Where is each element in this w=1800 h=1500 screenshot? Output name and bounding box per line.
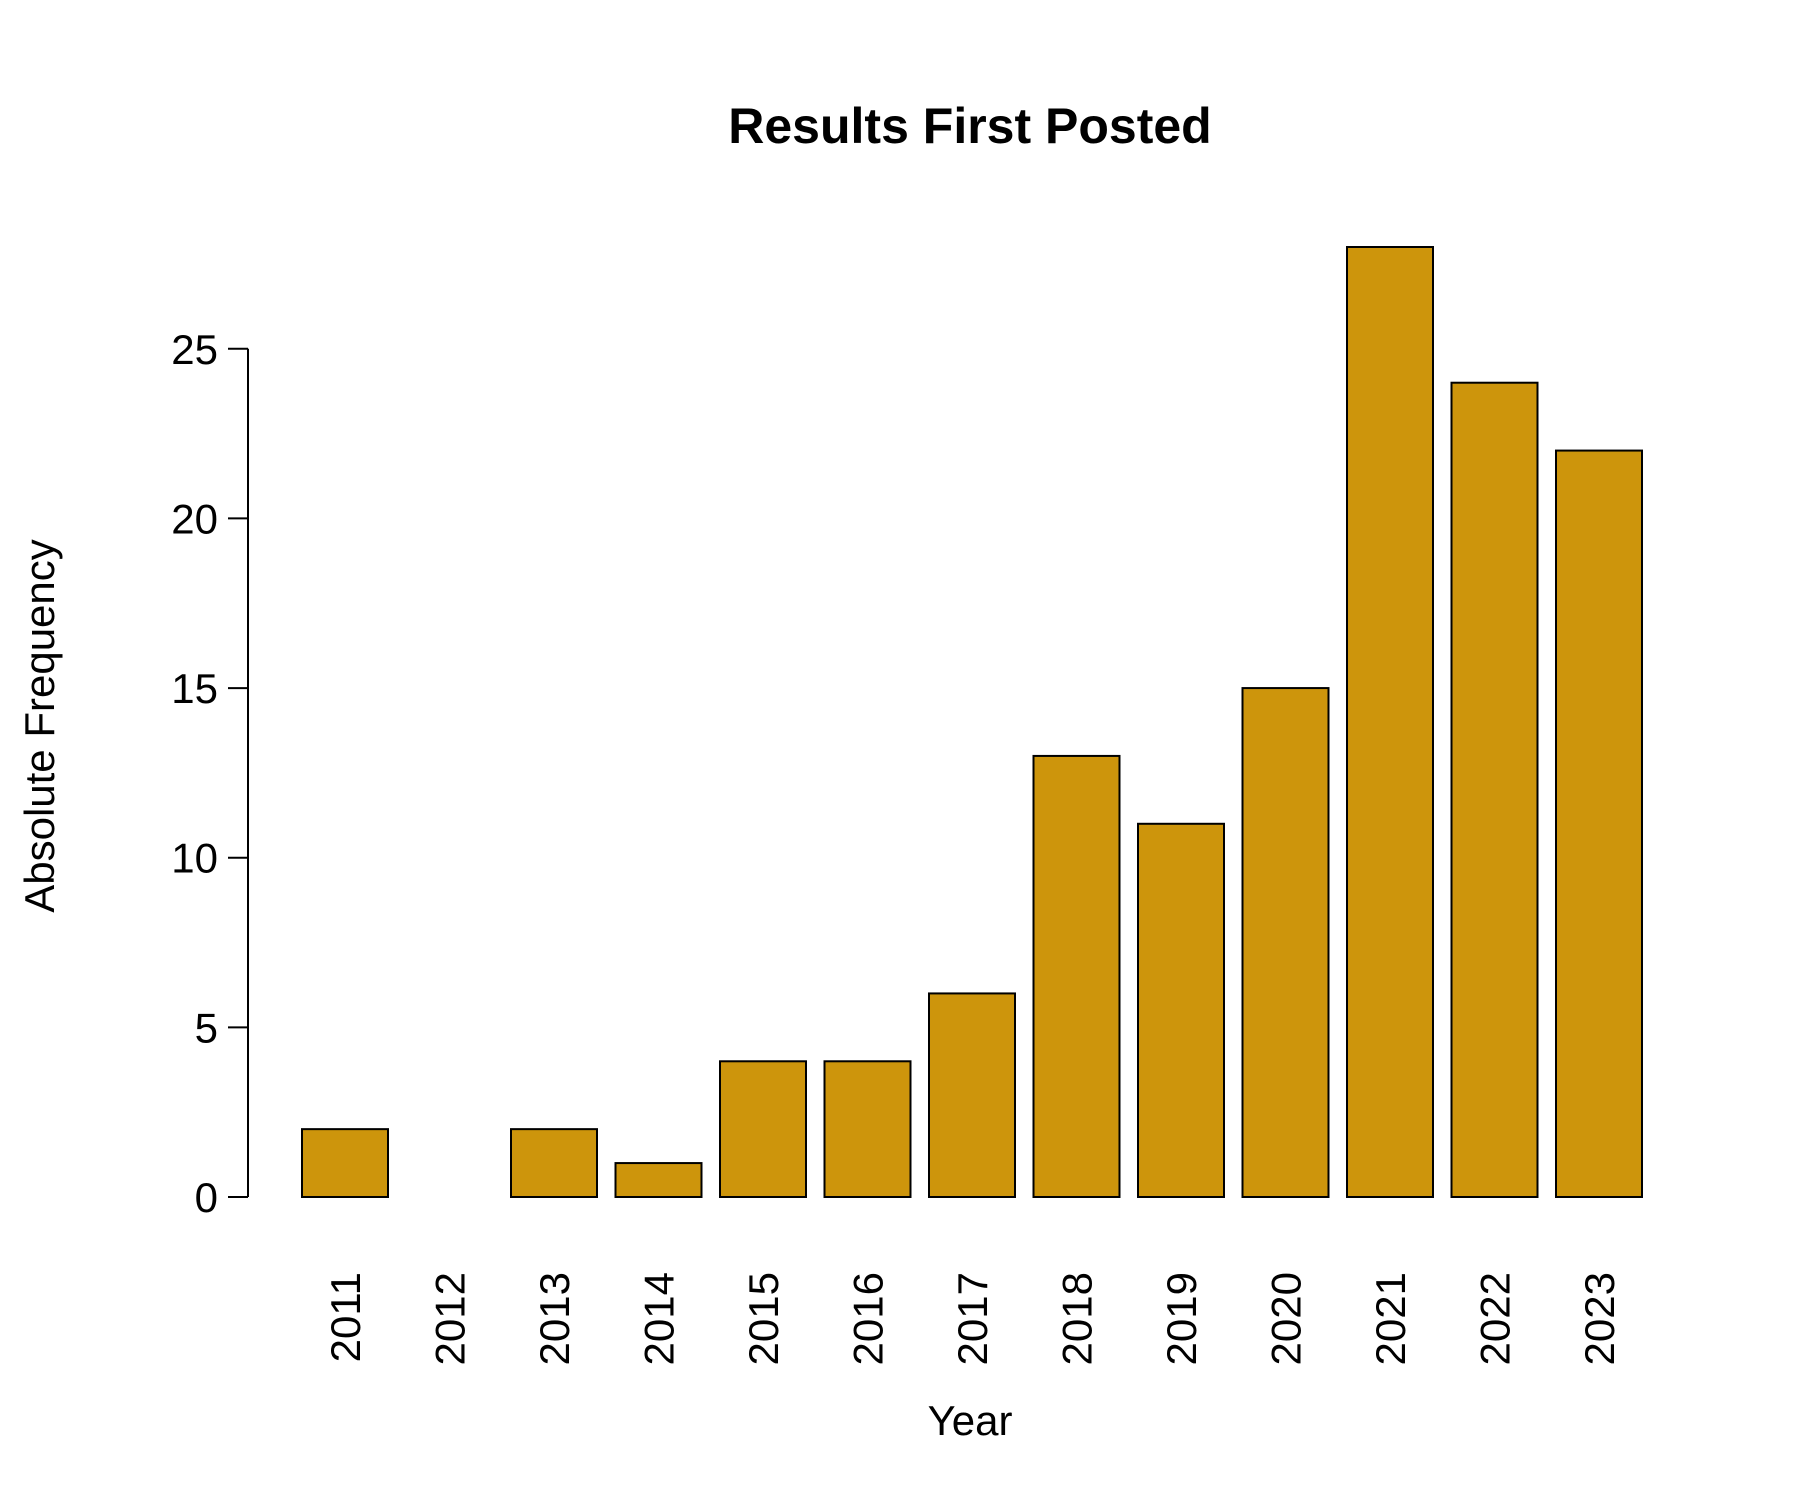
bar bbox=[1241, 687, 1330, 1198]
bar bbox=[614, 1162, 703, 1198]
bar bbox=[928, 992, 1016, 1199]
bar bbox=[1032, 754, 1121, 1199]
x-tick-label: 2013 bbox=[531, 1272, 578, 1365]
y-tick-label: 5 bbox=[195, 1004, 218, 1051]
x-tick-label: 2015 bbox=[740, 1272, 787, 1365]
y-tick-label: 0 bbox=[195, 1174, 218, 1221]
y-axis-label: Absolute Frequency bbox=[16, 539, 63, 913]
x-tick-label: 2012 bbox=[427, 1272, 474, 1365]
bar bbox=[510, 1128, 598, 1198]
y-tick-label: 25 bbox=[171, 326, 218, 373]
x-tick-label: 2016 bbox=[845, 1272, 892, 1365]
chart-title: Results First Posted bbox=[728, 98, 1211, 154]
x-tick-label: 2020 bbox=[1263, 1272, 1310, 1365]
x-tick-label: 2011 bbox=[322, 1272, 369, 1362]
x-tick-label: 2023 bbox=[1576, 1272, 1623, 1365]
y-tick-label: 20 bbox=[171, 495, 218, 542]
x-tick-label: 2022 bbox=[1472, 1272, 1519, 1365]
bar bbox=[719, 1060, 807, 1199]
bar bbox=[1346, 246, 1434, 1198]
x-tick-label: 2014 bbox=[636, 1272, 683, 1365]
y-tick-label: 15 bbox=[171, 665, 218, 712]
y-tick-label: 10 bbox=[171, 835, 218, 882]
bar bbox=[1555, 449, 1643, 1199]
bar bbox=[823, 1060, 912, 1199]
bar bbox=[301, 1128, 389, 1198]
x-tick-label: 2019 bbox=[1158, 1272, 1205, 1365]
bar bbox=[1450, 381, 1539, 1198]
x-tick-label: 2017 bbox=[949, 1272, 996, 1365]
x-tick-label: 2018 bbox=[1054, 1272, 1101, 1365]
x-axis-label: Year bbox=[928, 1397, 1013, 1444]
x-tick-label: 2021 bbox=[1367, 1272, 1414, 1365]
bar bbox=[1137, 822, 1225, 1198]
